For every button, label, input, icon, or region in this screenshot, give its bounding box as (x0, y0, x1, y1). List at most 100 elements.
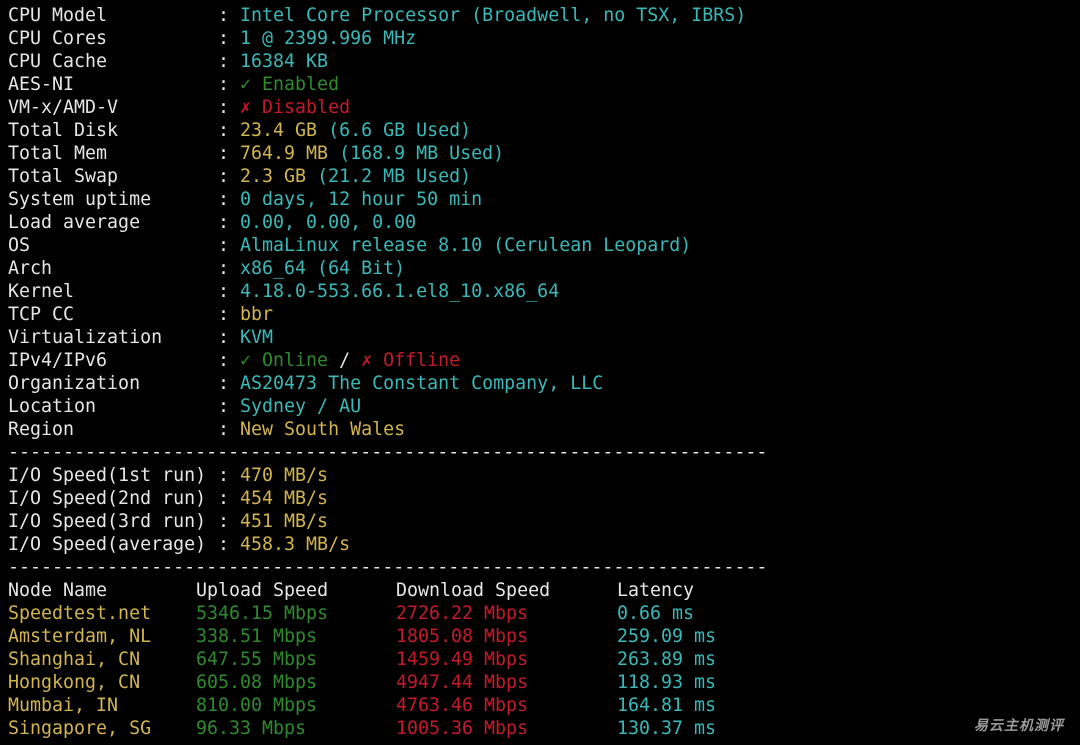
speed-cell: Shanghai, CN (8, 649, 141, 670)
colon: : (218, 258, 241, 279)
speed-row: Singapore, SG 96.33 Mbps 1005.36 Mbps 130.3… (8, 717, 767, 740)
speed-cell: 96.33 Mbps (196, 718, 307, 739)
speed-header-cell: Latency (617, 580, 695, 601)
colon: : (218, 373, 241, 394)
info-value: 2.3 GB (240, 166, 307, 187)
info-label: CPU Model (8, 5, 108, 26)
info-label: Organization (8, 373, 141, 394)
io-row: I/O Speed(average): 458.3 MB/s (8, 533, 767, 556)
io-label: I/O Speed(1st run) (8, 465, 207, 486)
info-label: AES-NI (8, 74, 75, 95)
info-label: Arch (8, 258, 53, 279)
info-value: 1 @ 2399.996 MHz (240, 28, 417, 49)
info-row: CPU Model: Intel Core Processor (Broadwe… (8, 4, 767, 27)
speed-cell: Speedtest.net (8, 603, 152, 624)
io-row: I/O Speed(3rd run): 451 MB/s (8, 510, 767, 533)
info-row: CPU Cache: 16384 KB (8, 50, 767, 73)
speed-row: Hongkong, CN 605.08 Mbps 4947.44 Mbps 118.9… (8, 671, 767, 694)
colon: : (218, 465, 241, 486)
info-value: 4.18.0-553.66.1.el8_10.x86_64 (240, 281, 560, 302)
info-label: OS (8, 235, 31, 256)
speed-cell: 810.00 Mbps (196, 695, 318, 716)
info-row: CPU Cores: 1 @ 2399.996 MHz (8, 27, 767, 50)
info-value: (6.6 GB Used) (317, 120, 472, 141)
info-label: VM-x/AMD-V (8, 97, 119, 118)
info-label: System uptime (8, 189, 152, 210)
info-value: x86_64 (64 Bit) (240, 258, 406, 279)
io-row: I/O Speed(1st run): 470 MB/s (8, 464, 767, 487)
info-row: Location: Sydney / AU (8, 395, 767, 418)
terminal-output: CPU Model: Intel Core Processor (Broadwe… (8, 4, 767, 740)
info-value: AS20473 The Constant Company, LLC (240, 373, 604, 394)
colon: : (218, 327, 241, 348)
speed-header-cell: Node Name (8, 580, 108, 601)
info-row: Load average: 0.00, 0.00, 0.00 (8, 211, 767, 234)
info-label: CPU Cores (8, 28, 108, 49)
speed-row: Amsterdam, NL 338.51 Mbps 1805.08 Mbps 259.… (8, 625, 767, 648)
info-row: Total Mem: 764.9 MB (168.9 MB Used) (8, 142, 767, 165)
info-row: TCP CC: bbr (8, 303, 767, 326)
info-value: AlmaLinux release 8.10 (Cerulean Leopard… (240, 235, 692, 256)
info-label: Load average (8, 212, 141, 233)
info-label: Virtualization (8, 327, 163, 348)
speed-row: Shanghai, CN 647.55 Mbps 1459.49 Mbps 263.8… (8, 648, 767, 671)
colon: : (218, 28, 241, 49)
info-value: ✗ Disabled (240, 97, 351, 118)
colon: : (218, 350, 241, 371)
info-row: Kernel: 4.18.0-553.66.1.el8_10.x86_64 (8, 280, 767, 303)
colon: : (218, 304, 241, 325)
io-value: 470 MB/s (240, 465, 329, 486)
speed-cell: 130.37 ms (617, 718, 717, 739)
info-value: 16384 KB (240, 51, 329, 72)
io-row: I/O Speed(2nd run): 454 MB/s (8, 487, 767, 510)
speed-header-cell: Download Speed (396, 580, 551, 601)
info-row: System uptime: 0 days, 12 hour 50 min (8, 188, 767, 211)
colon: : (218, 281, 241, 302)
speed-cell: 605.08 Mbps (196, 672, 318, 693)
speed-cell: 2726.22 Mbps (396, 603, 529, 624)
colon: : (218, 5, 241, 26)
speed-cell: 1005.36 Mbps (396, 718, 529, 739)
info-row: VM-x/AMD-V: ✗ Disabled (8, 96, 767, 119)
speed-cell: Mumbai, IN (8, 695, 119, 716)
info-value: (168.9 MB Used) (328, 143, 505, 164)
colon: : (218, 419, 241, 440)
info-value: / (328, 350, 362, 371)
speed-header: Node Name Upload Speed Download Speed Laten… (8, 579, 767, 602)
colon: : (218, 534, 241, 555)
info-row: AES-NI: ✓ Enabled (8, 73, 767, 96)
colon: : (218, 166, 241, 187)
info-value: bbr (240, 304, 274, 325)
info-row: Total Disk: 23.4 GB (6.6 GB Used) (8, 119, 767, 142)
info-row: IPv4/IPv6: ✓ Online / ✗ Offline (8, 349, 767, 372)
info-label: Location (8, 396, 97, 417)
io-value: 458.3 MB/s (240, 534, 351, 555)
speed-cell: 5346.15 Mbps (196, 603, 329, 624)
info-value: ✓ Online (240, 350, 329, 371)
info-row: Total Swap: 2.3 GB (21.2 MB Used) (8, 165, 767, 188)
speed-cell: Singapore, SG (8, 718, 152, 739)
speed-cell: 1805.08 Mbps (396, 626, 529, 647)
speed-cell: 0.66 ms (617, 603, 695, 624)
colon: : (218, 189, 241, 210)
colon: : (218, 396, 241, 417)
speed-cell: 164.81 ms (617, 695, 717, 716)
info-label: Total Swap (8, 166, 119, 187)
io-label: I/O Speed(3rd run) (8, 511, 207, 532)
info-row: Virtualization: KVM (8, 326, 767, 349)
speed-cell: 118.93 ms (617, 672, 717, 693)
colon: : (218, 488, 241, 509)
info-row: Arch: x86_64 (64 Bit) (8, 257, 767, 280)
colon: : (218, 51, 241, 72)
speed-cell: 263.89 ms (617, 649, 717, 670)
io-label: I/O Speed(2nd run) (8, 488, 207, 509)
info-row: Region: New South Wales (8, 418, 767, 441)
colon: : (218, 511, 241, 532)
info-label: Total Mem (8, 143, 108, 164)
info-value: 0.00, 0.00, 0.00 (240, 212, 417, 233)
colon: : (218, 143, 241, 164)
colon: : (218, 212, 241, 233)
colon: : (218, 120, 241, 141)
info-label: Kernel (8, 281, 75, 302)
info-value: ✗ Offline (361, 350, 461, 371)
